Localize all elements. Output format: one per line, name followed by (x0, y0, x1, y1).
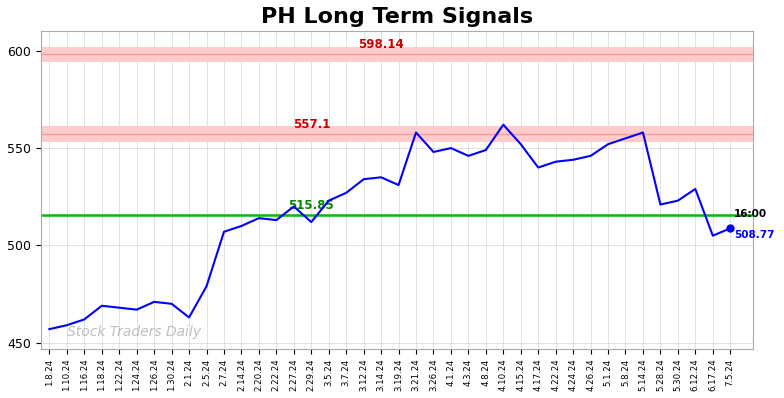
Text: 508.77: 508.77 (734, 230, 775, 240)
Text: 16:00: 16:00 (734, 209, 767, 219)
Bar (41, 47, 753, 62)
Text: 557.1: 557.1 (292, 118, 330, 131)
Text: Stock Traders Daily: Stock Traders Daily (67, 325, 201, 339)
Bar (41, 127, 753, 142)
Title: PH Long Term Signals: PH Long Term Signals (261, 7, 533, 27)
Text: 515.85: 515.85 (289, 199, 334, 212)
Text: 598.14: 598.14 (358, 39, 404, 51)
